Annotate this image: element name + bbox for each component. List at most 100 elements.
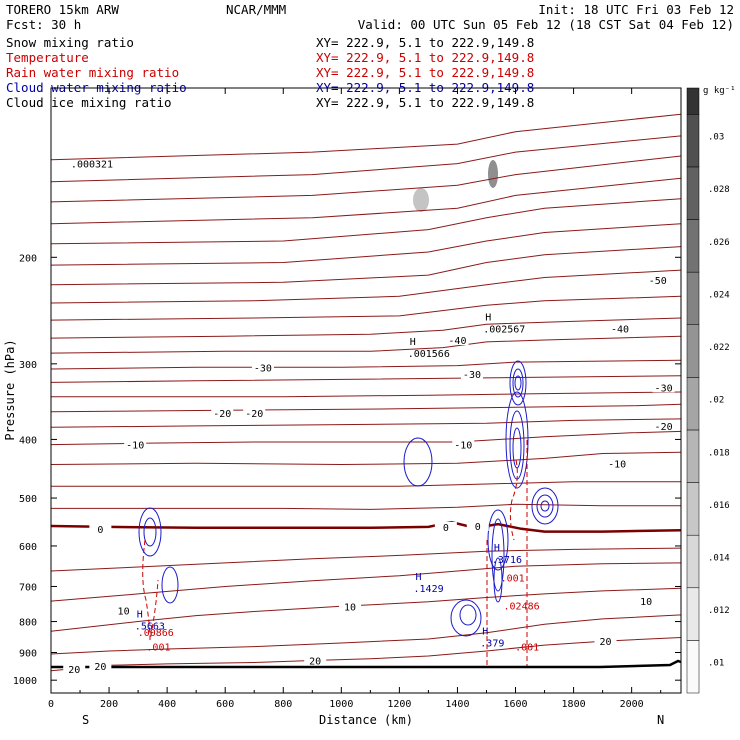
- model-title: TORERO 15km ARW: [6, 2, 119, 17]
- valid-time: Valid: 00 UTC Sun 05 Feb 12 (18 CST Sat …: [358, 17, 734, 32]
- colorbar-label: .024: [708, 290, 730, 300]
- maximum-marker: H: [410, 337, 416, 348]
- org-label: NCAR/MMM: [226, 2, 286, 17]
- maximum-value: .001: [501, 573, 525, 584]
- y-tick-label: 300: [19, 360, 37, 371]
- isotherm-label-bg: [124, 439, 147, 450]
- isotherm-label: 0: [97, 525, 103, 536]
- colorbar-label: .026: [708, 238, 730, 248]
- isotherm-label-bg: [339, 601, 362, 612]
- init-time: Init: 18 UTC Fri 03 Feb 12: [538, 2, 734, 17]
- x-tick-label: 600: [216, 699, 234, 710]
- maximum-marker: H: [494, 543, 500, 554]
- isotherm-line: [50, 418, 682, 428]
- colorbar-label: .028: [708, 185, 730, 195]
- field-xy-range: XY= 222.9, 5.1 to 222.9,149.8: [316, 95, 534, 110]
- isotherm-line: [50, 562, 682, 602]
- colorbar-label: .01: [708, 659, 724, 669]
- snow-maximum-shade: [488, 160, 498, 188]
- right-endpoint-label: N: [657, 713, 664, 727]
- isotherm-label-bg: [652, 420, 675, 431]
- isotherm-label-bg: [646, 274, 669, 285]
- maximum-value: .5663: [135, 621, 165, 632]
- isotherm-label-bg: [460, 369, 483, 380]
- field-xy-range: XY= 222.9, 5.1 to 222.9,149.8: [316, 50, 534, 65]
- cloud-water-contour: [531, 487, 559, 525]
- isotherm-label: -30: [463, 370, 481, 381]
- isotherm-label: -30: [655, 383, 673, 394]
- isotherm-line: [50, 155, 682, 203]
- cloud-water-contour: [509, 360, 527, 406]
- cloud-water-contour: [540, 500, 550, 512]
- plot-frame: [50, 87, 682, 694]
- isotherm-line: [51, 503, 681, 510]
- isotherm-line: [50, 246, 682, 286]
- colorbar-bin: [686, 640, 700, 694]
- maximum-value: .3716: [492, 555, 522, 566]
- maximum-value: .379: [480, 638, 504, 649]
- maximum-value: .001566: [408, 349, 450, 360]
- isotherm-line: [50, 547, 682, 572]
- x-axis-title: Distance (km): [319, 713, 413, 727]
- cloud-water-contour: [514, 375, 522, 391]
- maximum-value: .00866: [138, 628, 174, 639]
- colorbar-label: .016: [708, 501, 730, 511]
- colorbar-label: .014: [708, 553, 730, 563]
- isotherm-line: [50, 295, 682, 321]
- terrain-line: [51, 659, 682, 669]
- maximum-value: .001: [146, 643, 170, 654]
- isotherm-label-bg: [594, 636, 617, 647]
- isotherm-line: [50, 317, 682, 339]
- y-tick-label: 600: [19, 542, 37, 553]
- isotherm-label-bg: [609, 323, 632, 334]
- x-tick-label: 1000: [329, 699, 353, 710]
- isotherm-label-bg: [63, 663, 86, 674]
- cloud-water-contour: [491, 518, 505, 592]
- isotherm-line: [50, 375, 682, 383]
- isotherm-label-bg: [635, 596, 658, 607]
- isotherm-label: -20: [245, 409, 263, 420]
- maximum-value: .000321: [71, 160, 113, 171]
- colorbar-bin: [686, 219, 700, 273]
- y-axis-title: Pressure (hPa): [3, 339, 17, 440]
- maximum-marker: H: [482, 626, 488, 637]
- x-tick-label: 2000: [620, 699, 644, 710]
- ground-surface: [51, 659, 682, 669]
- snow-shading: [413, 160, 498, 212]
- y-tick-label: 400: [19, 435, 37, 446]
- maximum-value: .002567: [483, 324, 525, 335]
- colorbar-bin: [686, 114, 700, 168]
- maxima-labels: H.002567H.001566.000321H.1429H.3716H.566…: [71, 160, 540, 654]
- isotherm-label: -30: [254, 363, 272, 374]
- cloud-water-contour: [143, 517, 157, 547]
- colorbar-label: .03: [708, 133, 724, 143]
- colorbar-label: .02: [708, 396, 724, 406]
- colorbar-bin: [686, 166, 700, 220]
- colorbar-units: g kg⁻¹: [703, 86, 736, 96]
- isotherm-label: -20: [655, 422, 673, 433]
- maximum-value: .1429: [414, 584, 444, 595]
- left-endpoint-label: S: [82, 713, 89, 727]
- colorbar: .01 .012 .014 .016 .018 .02 .022 .024 .026 .028 .0…: [686, 87, 730, 694]
- isotherm-label: -50: [649, 276, 667, 287]
- cloud-water-contour: [138, 507, 162, 557]
- colorbar-label: .018: [708, 448, 730, 458]
- isotherm-label-bg: [446, 335, 469, 346]
- isotherm-line: [50, 135, 682, 183]
- x-tick-label: 200: [100, 699, 118, 710]
- rain-water-contour: [142, 539, 159, 641]
- y-tick-label: 1000: [13, 676, 37, 687]
- rain-water-contours: [142, 440, 528, 668]
- x-tick-label: 400: [158, 699, 176, 710]
- y-tick-label: 800: [19, 618, 37, 629]
- isotherm-label-bg: [466, 520, 489, 531]
- x-axis: 0 200 400 600 800 1000 1200 1400 1600 1800 2000: [48, 88, 662, 710]
- isotherm-label-bg: [112, 605, 135, 616]
- rain-water-contour: [509, 459, 518, 541]
- cloud-water-contour: [512, 427, 522, 469]
- isotherm-line: [50, 198, 682, 245]
- colorbar-bin: [686, 271, 700, 325]
- isotherm-label-bg: [89, 523, 112, 534]
- isotherm-label-bg: [304, 655, 327, 666]
- temperature-isotherms: [50, 113, 682, 672]
